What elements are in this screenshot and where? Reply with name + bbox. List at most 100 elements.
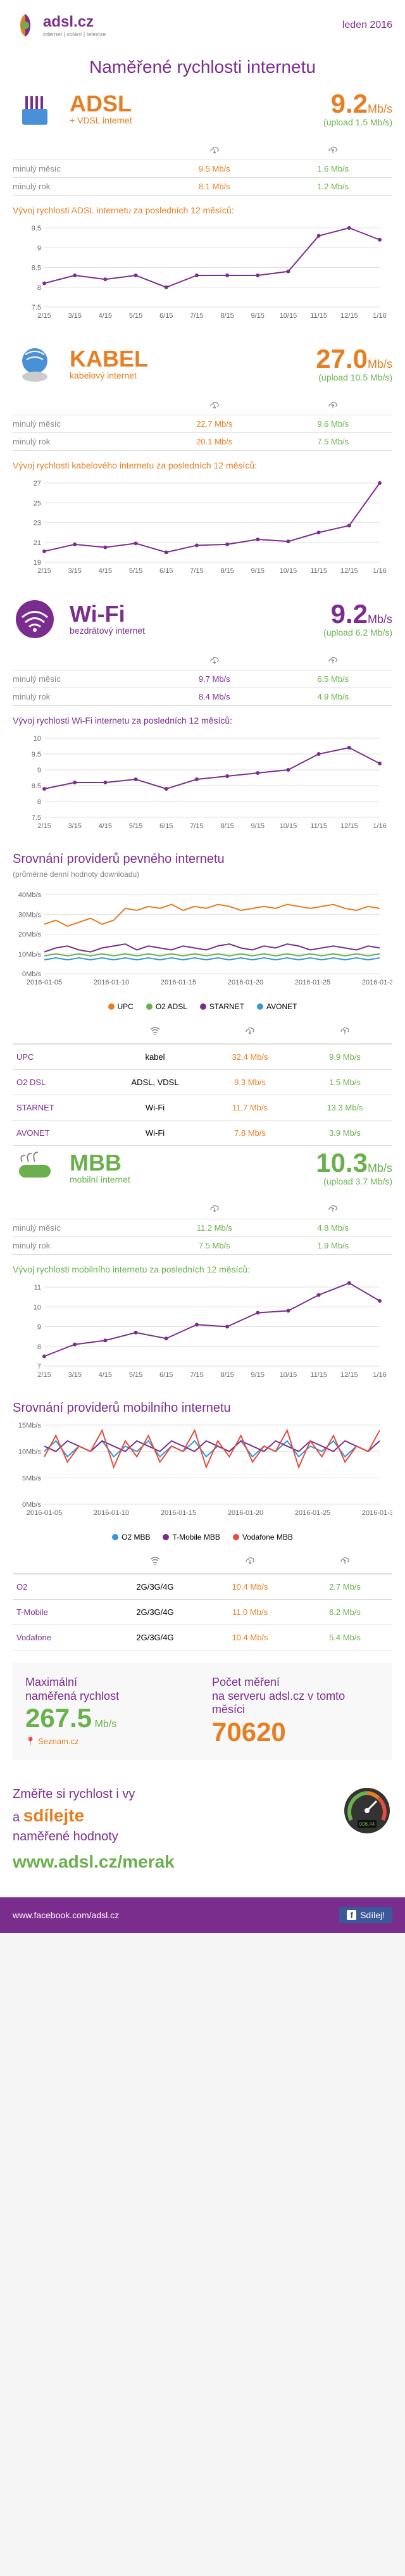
wifi-history: minulý měsíc9.7 Mb/s6.5 Mb/sminulý rok8.…	[13, 651, 392, 706]
cta-line3: naměřené hodnoty	[13, 1830, 118, 1844]
section-kabel: KABEL kabelový internet 27.0Mb/s (upload…	[13, 342, 392, 578]
legend-mobile: O2 MBBT-Mobile MBBVodafone MBB	[13, 1533, 392, 1542]
legend-fixed: UPCO2 ADSLSTARNETAVONET	[13, 1002, 392, 1011]
legend-item: Vodafone MBB	[233, 1533, 293, 1542]
kabel-speed: 27.0	[316, 344, 368, 374]
kabel-chart-title: Vývoj rychlosti kabelového internetu za …	[13, 460, 392, 470]
wifi-icon	[13, 597, 57, 641]
svg-text:1/16: 1/16	[373, 1371, 386, 1379]
wifi-chart-title: Vývoj rychlosti Wi-Fi internetu za posle…	[13, 715, 392, 726]
count-label: Počet měření na serveru adsl.cz v tomto …	[212, 1676, 380, 1717]
wifi-unit: Mb/s	[368, 613, 392, 625]
svg-text:8/15: 8/15	[220, 567, 234, 575]
svg-text:5/15: 5/15	[129, 567, 142, 575]
svg-text:2/15: 2/15	[37, 1371, 51, 1379]
svg-text:6/15: 6/15	[159, 312, 173, 320]
cta-url[interactable]: www.adsl.cz/merak	[13, 1852, 392, 1872]
fb-share-button[interactable]: fSdílej!	[339, 1907, 392, 1923]
svg-text:12/15: 12/15	[340, 1371, 358, 1379]
svg-text:10: 10	[34, 735, 41, 743]
svg-text:7/15: 7/15	[190, 822, 203, 830]
svg-text:8.5: 8.5	[32, 265, 41, 272]
svg-text:9.5: 9.5	[32, 225, 41, 232]
svg-text:7.5: 7.5	[32, 304, 41, 311]
svg-text:2016-01-30: 2016-01-30	[362, 1509, 392, 1517]
svg-text:8: 8	[37, 1343, 41, 1350]
wifi-sub: bezdrátový internet	[70, 625, 311, 636]
section-wifi: Wi-Fi bezdrátový internet 9.2Mb/s (uploa…	[13, 597, 392, 833]
max-speed-unit: Mb/s	[95, 1719, 117, 1730]
svg-text:10/15: 10/15	[280, 1371, 297, 1379]
kabel-icon	[13, 342, 57, 386]
svg-text:2016-01-15: 2016-01-15	[161, 1509, 196, 1517]
svg-text:5/15: 5/15	[129, 1371, 142, 1379]
speedometer-icon: 006.44	[342, 1785, 392, 1836]
legend-item: AVONET	[257, 1002, 297, 1011]
provider-fixed-chart: 0Mb/s10Mb/s20Mb/s30Mb/s40Mb/s2016-01-052…	[13, 888, 392, 990]
adsl-icon	[13, 87, 57, 131]
stats-box: Maximální naměřená rychlost 267.5 Mb/s 📍…	[13, 1663, 392, 1760]
svg-text:2/15: 2/15	[37, 822, 51, 830]
svg-text:2016-01-20: 2016-01-20	[228, 979, 263, 986]
svg-text:15Mb/s: 15Mb/s	[18, 1422, 42, 1429]
provider-mobile-section: Srovnání providerů mobilního internetu 0…	[13, 1401, 392, 1651]
history-row: minulý rok7.5 Mb/s1.9 Mb/s	[13, 1236, 392, 1255]
wifi-speed: 9.2	[331, 599, 368, 629]
adsl-history: minulý měsíc9.5 Mb/s1.6 Mb/sminulý rok8.…	[13, 141, 392, 196]
mbb-history: minulý měsíc11.2 Mb/s4.8 Mb/sminulý rok7…	[13, 1200, 392, 1255]
provider-row: T-Mobile2G/3G/4G11.0 Mb/s6.2 Mb/s	[13, 1599, 392, 1624]
mbb-chart-title: Vývoj rychlosti mobilního internetu za p…	[13, 1264, 392, 1274]
kabel-chart: 19212325272/153/154/155/156/157/158/159/…	[13, 477, 392, 578]
svg-text:2/15: 2/15	[37, 567, 51, 575]
svg-text:4/15: 4/15	[99, 822, 112, 830]
svg-text:1/16: 1/16	[373, 822, 386, 830]
adsl-speed: 9.2	[331, 89, 368, 118]
provider-row: Vodafone2G/3G/4G10.4 Mb/s5.4 Mb/s	[13, 1624, 392, 1650]
svg-text:2016-01-20: 2016-01-20	[228, 1509, 263, 1517]
history-row: minulý rok8.1 Mb/s1.2 Mb/s	[13, 177, 392, 196]
svg-text:30Mb/s: 30Mb/s	[18, 911, 42, 919]
provider-row: STARNETWi-Fi11.7 Mb/s13.3 Mb/s	[13, 1095, 392, 1120]
wifi-col-icon	[108, 1552, 202, 1570]
cta-box: 006.44 Změřte si rychlost i vy a sdílejt…	[13, 1773, 392, 1885]
svg-text:27: 27	[34, 480, 41, 487]
svg-text:8.5: 8.5	[32, 782, 41, 790]
cta-highlight: sdílejte	[23, 1806, 84, 1825]
kabel-history: minulý měsíc22.7 Mb/s9.6 Mb/sminulý rok2…	[13, 396, 392, 451]
header: adsl.cz internet | volání | televize led…	[13, 13, 392, 47]
upload-col-icon	[297, 1021, 392, 1040]
svg-text:7.5: 7.5	[32, 814, 41, 822]
svg-text:11: 11	[34, 1284, 41, 1291]
mbb-sub: mobilní internet	[70, 1174, 303, 1184]
svg-text:10/15: 10/15	[280, 567, 297, 575]
svg-text:40Mb/s: 40Mb/s	[18, 891, 42, 899]
pin-icon: 📍	[25, 1737, 35, 1746]
svg-text:4/15: 4/15	[99, 567, 112, 575]
mbb-name: MBB	[70, 1152, 303, 1174]
adsl-name: ADSL	[70, 92, 311, 115]
footer-fb-url[interactable]: www.facebook.com/adsl.cz	[13, 1910, 119, 1920]
svg-text:0Mb/s: 0Mb/s	[22, 1501, 41, 1509]
max-speed-value: 267.5	[25, 1703, 92, 1733]
svg-text:5/15: 5/15	[129, 822, 142, 830]
svg-text:9: 9	[37, 244, 41, 252]
svg-text:8/15: 8/15	[220, 1371, 234, 1379]
svg-text:9/15: 9/15	[251, 312, 265, 320]
provider-row: O22G/3G/4G10.4 Mb/s2.7 Mb/s	[13, 1574, 392, 1599]
svg-text:11/15: 11/15	[310, 1371, 327, 1379]
provider-row: AVONETWi-Fi7.8 Mb/s3.9 Mb/s	[13, 1120, 392, 1146]
svg-text:6/15: 6/15	[159, 822, 173, 830]
provider-fixed-section: Srovnání providerů pevného internetu (pr…	[13, 852, 392, 1146]
svg-text:9/15: 9/15	[251, 567, 265, 575]
svg-text:10/15: 10/15	[280, 822, 297, 830]
svg-text:3/15: 3/15	[68, 1371, 81, 1379]
svg-text:12/15: 12/15	[340, 567, 358, 575]
download-col-icon	[202, 1021, 297, 1040]
wifi-upload: (upload 6.2 Mb/s)	[323, 627, 392, 638]
svg-text:7/15: 7/15	[190, 312, 203, 320]
cta-line2: a	[13, 1811, 20, 1825]
wifi-chart: 7.588.599.5102/153/154/155/156/157/158/1…	[13, 732, 392, 833]
svg-text:2016-01-10: 2016-01-10	[94, 1509, 129, 1517]
mbb-speed: 10.3	[316, 1148, 368, 1178]
history-row: minulý měsíc9.7 Mb/s6.5 Mb/s	[13, 670, 392, 688]
